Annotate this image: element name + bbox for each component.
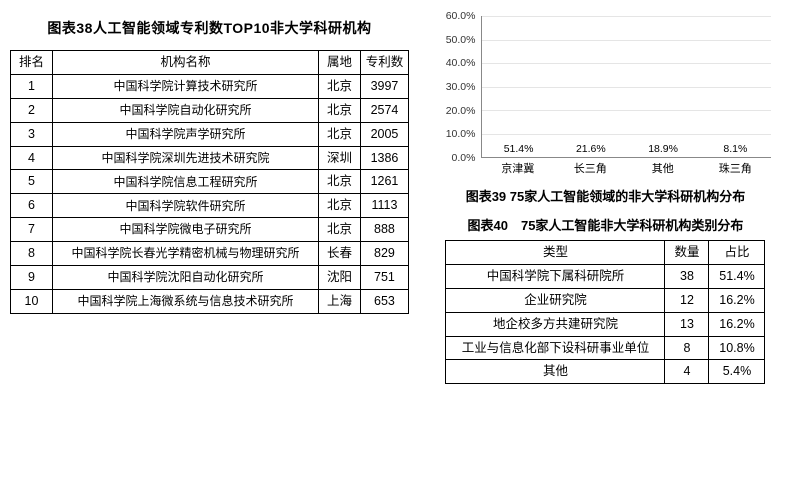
- cell-loc: 上海: [318, 289, 360, 313]
- cell-patents: 2574: [360, 98, 408, 122]
- table40-title: 图表40 75家人工智能非大学科研机构类别分布: [421, 215, 790, 234]
- xtick-label: 珠三角: [703, 160, 767, 180]
- cell-name: 中国科学院上海微系统与信息技术研究所: [53, 289, 319, 313]
- cell-name: 中国科学院信息工程研究所: [53, 170, 319, 194]
- cell-name: 中国科学院软件研究所: [53, 194, 319, 218]
- cell-rank: 2: [11, 98, 53, 122]
- table40: 类型 数量 占比 中国科学院下属科研院所3851.4%企业研究院1216.2%地…: [445, 240, 765, 384]
- cell-name: 中国科学院深圳先进技术研究院: [53, 146, 319, 170]
- chart39-caption: 图表39 75家人工智能领域的非大学科研机构分布: [421, 186, 790, 205]
- table-row: 6中国科学院软件研究所北京1113: [11, 194, 409, 218]
- table-row: 7中国科学院微电子研究所北京888: [11, 218, 409, 242]
- table-row: 3中国科学院声学研究所北京2005: [11, 122, 409, 146]
- cell-name: 中国科学院沈阳自动化研究所: [53, 265, 319, 289]
- cell-loc: 北京: [318, 170, 360, 194]
- col-count: 数量: [665, 241, 709, 265]
- cell-pct: 16.2%: [709, 288, 765, 312]
- cell-name: 中国科学院微电子研究所: [53, 218, 319, 242]
- cell-rank: 10: [11, 289, 53, 313]
- cell-name: 中国科学院计算技术研究所: [53, 74, 319, 98]
- table-row: 8中国科学院长春光学精密机械与物理研究所长春829: [11, 242, 409, 266]
- table38: 排名 机构名称 属地 专利数 1中国科学院计算技术研究所北京39972中国科学院…: [10, 50, 409, 314]
- cell-rank: 7: [11, 218, 53, 242]
- cell-rank: 5: [11, 170, 53, 194]
- cell-patents: 2005: [360, 122, 408, 146]
- cell-type: 中国科学院下属科研院所: [446, 264, 665, 288]
- cell-count: 38: [665, 264, 709, 288]
- cell-loc: 北京: [318, 74, 360, 98]
- cell-loc: 北京: [318, 98, 360, 122]
- cell-rank: 1: [11, 74, 53, 98]
- cell-pct: 10.8%: [709, 336, 765, 360]
- ytick-label: 30.0%: [435, 81, 475, 93]
- ytick-label: 0.0%: [435, 152, 475, 164]
- cell-rank: 3: [11, 122, 53, 146]
- col-loc: 属地: [318, 51, 360, 75]
- col-patents: 专利数: [360, 51, 408, 75]
- xtick-label: 其他: [631, 160, 695, 180]
- col-rank: 排名: [11, 51, 53, 75]
- cell-type: 工业与信息化部下设科研事业单位: [446, 336, 665, 360]
- col-pct: 占比: [709, 241, 765, 265]
- xtick-label: 长三角: [558, 160, 622, 180]
- cell-name: 中国科学院长春光学精密机械与物理研究所: [53, 242, 319, 266]
- cell-count: 8: [665, 336, 709, 360]
- cell-count: 12: [665, 288, 709, 312]
- cell-patents: 1113: [360, 194, 408, 218]
- cell-rank: 8: [11, 242, 53, 266]
- ytick-label: 40.0%: [435, 57, 475, 69]
- table-row: 5中国科学院信息工程研究所北京1261: [11, 170, 409, 194]
- table38-title: 图表38人工智能领域专利数TOP10非大学科研机构: [10, 18, 409, 38]
- xtick-label: 京津冀: [486, 160, 550, 180]
- chart39-bar: 51.4% 21.6% 18.9% 8.1% 京津冀长三角其他珠三角 0.0% 10.0…: [435, 10, 775, 180]
- table-row: 工业与信息化部下设科研事业单位810.8%: [446, 336, 765, 360]
- bar-value-label: 21.6%: [576, 143, 606, 155]
- cell-type: 其他: [446, 360, 665, 384]
- cell-pct: 51.4%: [709, 264, 765, 288]
- table-row: 4中国科学院深圳先进技术研究院深圳1386: [11, 146, 409, 170]
- cell-loc: 沈阳: [318, 265, 360, 289]
- cell-patents: 1386: [360, 146, 408, 170]
- cell-rank: 6: [11, 194, 53, 218]
- cell-rank: 9: [11, 265, 53, 289]
- cell-loc: 北京: [318, 218, 360, 242]
- table-row: 9中国科学院沈阳自动化研究所沈阳751: [11, 265, 409, 289]
- cell-patents: 888: [360, 218, 408, 242]
- table-row: 地企校多方共建研究院1316.2%: [446, 312, 765, 336]
- cell-loc: 北京: [318, 194, 360, 218]
- cell-patents: 3997: [360, 74, 408, 98]
- cell-patents: 653: [360, 289, 408, 313]
- col-type: 类型: [446, 241, 665, 265]
- table-row: 2中国科学院自动化研究所北京2574: [11, 98, 409, 122]
- cell-patents: 751: [360, 265, 408, 289]
- cell-patents: 1261: [360, 170, 408, 194]
- table-row: 10中国科学院上海微系统与信息技术研究所上海653: [11, 289, 409, 313]
- cell-name: 中国科学院自动化研究所: [53, 98, 319, 122]
- cell-count: 13: [665, 312, 709, 336]
- cell-count: 4: [665, 360, 709, 384]
- cell-loc: 北京: [318, 122, 360, 146]
- ytick-label: 10.0%: [435, 128, 475, 140]
- cell-pct: 5.4%: [709, 360, 765, 384]
- ytick-label: 60.0%: [435, 10, 475, 22]
- cell-rank: 4: [11, 146, 53, 170]
- table-row: 中国科学院下属科研院所3851.4%: [446, 264, 765, 288]
- bar-value-label: 8.1%: [723, 143, 747, 155]
- cell-type: 企业研究院: [446, 288, 665, 312]
- cell-name: 中国科学院声学研究所: [53, 122, 319, 146]
- cell-loc: 深圳: [318, 146, 360, 170]
- table-row: 1中国科学院计算技术研究所北京3997: [11, 74, 409, 98]
- bar-value-label: 18.9%: [648, 143, 678, 155]
- bar-value-label: 51.4%: [504, 143, 534, 155]
- cell-patents: 829: [360, 242, 408, 266]
- cell-pct: 16.2%: [709, 312, 765, 336]
- col-name: 机构名称: [53, 51, 319, 75]
- cell-loc: 长春: [318, 242, 360, 266]
- ytick-label: 50.0%: [435, 34, 475, 46]
- cell-type: 地企校多方共建研究院: [446, 312, 665, 336]
- ytick-label: 20.0%: [435, 105, 475, 117]
- table-row: 其他45.4%: [446, 360, 765, 384]
- table-row: 企业研究院1216.2%: [446, 288, 765, 312]
